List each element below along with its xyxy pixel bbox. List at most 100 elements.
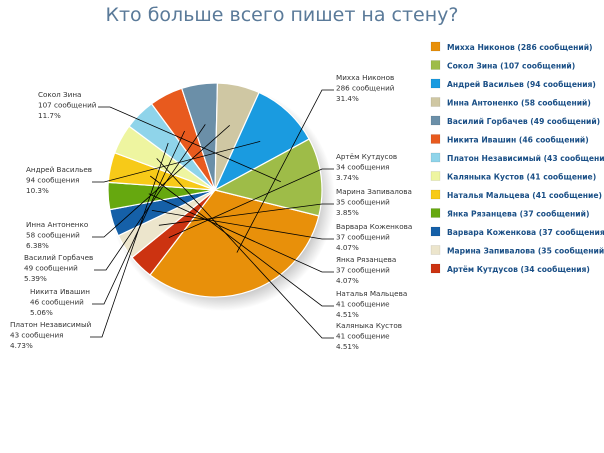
slice-label-name-0: Михха Никонов — [336, 73, 394, 82]
slice-label-percent-5: 4.51% — [336, 310, 359, 319]
slice-label-count-label-4: 37 сообщений — [336, 266, 390, 275]
legend-item-2: Андрей Васильев (94 сообщения) — [430, 78, 596, 89]
leader-line-10 — [92, 125, 230, 238]
slice-label-count-label-8: 46 сообщений — [30, 298, 84, 307]
leader-line-2 — [158, 203, 334, 226]
legend-item-11: Марина Запивалова (35 сообщений) — [430, 245, 604, 255]
legend-item-8: Наталья Мальцева (41 сообщение) — [430, 189, 602, 200]
legend-label-9: Янка Рязанцева (37 сообщений) — [447, 209, 589, 218]
legend-item-7: Каляныка Кустов (41 сообщение) — [430, 171, 596, 181]
leader-line-0 — [236, 89, 334, 253]
slice-label-count-label-11: 94 сообщения — [26, 176, 80, 185]
slice-label-name-7: Платон Независимый — [10, 320, 92, 329]
legend-swatch-9 — [430, 208, 441, 218]
legend-swatch-4 — [430, 115, 441, 126]
leader-line-5 — [149, 175, 334, 307]
slice-label-percent-2: 3.85% — [336, 208, 359, 217]
leader-line-11 — [92, 141, 261, 183]
pie-slice-12 — [213, 138, 323, 217]
legend-item-0: Михха Никонов (286 сообщений) — [430, 41, 593, 52]
legend-label-10: Варвара Коженкова (37 сообщения) — [447, 228, 604, 237]
leader-line-7 — [90, 142, 169, 338]
slice-label-percent-11: 10.3% — [26, 186, 49, 195]
legend-label-6: Платон Независимый (43 сообщения) — [447, 154, 604, 163]
slice-label-count-label-7: 43 сообщения — [10, 331, 64, 340]
slice-label-name-8: Никита Ивашин — [30, 287, 90, 296]
slice-label-percent-6: 4.51% — [336, 342, 359, 351]
legend-label-3: Инна Антоненко (58 сообщений) — [447, 98, 591, 107]
legend-swatch-0 — [430, 41, 441, 52]
slice-label-name-2: Марина Запивалова — [336, 187, 412, 196]
leader-line-9 — [94, 124, 206, 271]
slice-label-count-label-3: 37 сообщений — [336, 233, 390, 242]
slice-label-percent-8: 5.06% — [30, 308, 53, 317]
pie-slices — [107, 82, 323, 298]
slice-label-percent-10: 6.38% — [26, 241, 49, 250]
slice-label-count-label-2: 35 сообщений — [336, 198, 390, 207]
leader-line-1 — [168, 168, 334, 238]
legend-item-6: Платон Независимый (43 сообщения) — [430, 152, 604, 163]
slice-label-percent-0: 31.4% — [336, 94, 359, 103]
leader-line-6 — [156, 158, 334, 339]
slice-label-name-10: Инна Антоненко — [26, 220, 88, 229]
legend-item-1: Сокол Зина (107 сообщений) — [430, 60, 575, 70]
slice-label-name-4: Янка Рязанцева — [336, 255, 396, 264]
legend-label-7: Каляныка Кустов (41 сообщение) — [447, 172, 596, 181]
slice-label-percent-12: 11.7% — [38, 111, 61, 120]
legend-swatch-12 — [430, 263, 441, 274]
slice-label-name-12: Сокол Зина — [38, 90, 81, 99]
legend-label-4: Василий Горбачев (49 сообщений) — [447, 117, 600, 126]
legend-item-3: Инна Антоненко (58 сообщений) — [430, 97, 591, 107]
slice-label-percent-7: 4.73% — [10, 341, 33, 350]
slice-label-percent-1: 3.74% — [336, 173, 359, 182]
legend-swatch-11 — [430, 245, 441, 255]
legend: Михха Никонов (286 сообщений) Сокол Зина … — [430, 41, 604, 274]
slice-label-percent-9: 5.39% — [24, 274, 47, 283]
legend-item-10: Варвара Коженкова (37 сообщения) — [430, 226, 604, 237]
legend-swatch-10 — [430, 226, 441, 237]
legend-label-12: Артём Кутдусов (34 сообщения) — [447, 265, 590, 274]
legend-item-12: Артём Кутдусов (34 сообщения) — [430, 263, 590, 274]
legend-swatch-8 — [430, 189, 441, 200]
legend-item-9: Янка Рязанцева (37 сообщений) — [430, 208, 589, 218]
leader-lines — [90, 89, 334, 339]
legend-swatch-5 — [430, 134, 441, 144]
legend-label-5: Никита Ивашин (46 сообщений) — [447, 135, 589, 144]
slice-label-name-9: Василий Горбачев — [24, 253, 93, 262]
slice-label-count-label-5: 41 сообщение — [336, 300, 390, 309]
legend-swatch-6 — [430, 152, 441, 163]
slice-label-count-label-6: 41 сообщение — [336, 332, 390, 341]
slice-label-count-label-12: 107 сообщений — [38, 101, 97, 110]
slice-label-count-label-10: 58 сообщений — [26, 231, 80, 240]
legend-label-0: Михха Никонов (286 сообщений) — [447, 43, 593, 52]
slice-label-percent-3: 4.07% — [336, 243, 359, 252]
legend-label-11: Марина Запивалова (35 сообщений) — [447, 246, 604, 255]
legend-swatch-7 — [430, 171, 441, 181]
leader-line-4 — [148, 193, 334, 273]
legend-swatch-2 — [430, 78, 441, 89]
legend-label-2: Андрей Васильев (94 сообщения) — [447, 80, 596, 89]
leader-line-8 — [92, 130, 185, 305]
pie-slice-0 — [149, 189, 320, 298]
chart-title: Кто больше всего пишет на стену? — [105, 4, 459, 26]
slice-label-percent-4: 4.07% — [336, 276, 359, 285]
slice-label-name-5: Наталья Мальцева — [336, 289, 407, 298]
slice-label-count-label-9: 49 сообщений — [24, 264, 78, 273]
slice-label-name-3: Варвара Коженкова — [336, 222, 412, 231]
slice-label-name-11: Андрей Васильев — [26, 165, 92, 174]
slice-label-count-label-0: 286 сообщений — [336, 84, 395, 93]
legend-item-5: Никита Ивашин (46 сообщений) — [430, 134, 589, 144]
legend-item-4: Василий Горбачев (49 сообщений) — [430, 115, 600, 126]
